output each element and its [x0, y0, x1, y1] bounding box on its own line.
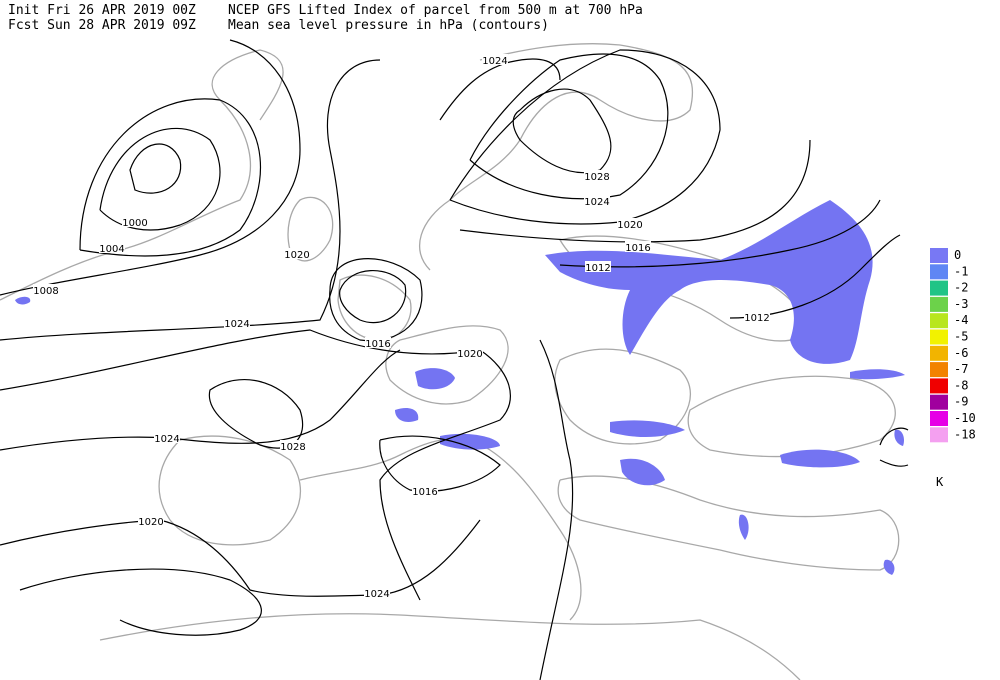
- legend-swatch: [930, 378, 948, 394]
- contour-label-bg: [33, 284, 59, 295]
- legend-label: -9: [954, 395, 968, 409]
- legend-swatch: [930, 394, 948, 410]
- contour-label: 1020: [457, 349, 482, 360]
- legend-swatch: [930, 362, 948, 378]
- contour-label-bg: [744, 311, 770, 322]
- contour-label-bg: [412, 485, 438, 496]
- legend-swatch: [930, 296, 948, 312]
- legend-label: -8: [954, 378, 968, 392]
- contour-label-bg: [585, 261, 611, 272]
- contour-label: 1016: [365, 339, 390, 350]
- contour-label: 1012: [585, 263, 610, 274]
- legend-swatch: [930, 345, 948, 361]
- legend-swatch: [930, 329, 948, 345]
- contour-label-bg: [138, 515, 164, 526]
- contour-label-bg: [224, 317, 250, 328]
- contour-label-bg: [122, 216, 148, 227]
- legend-label: -6: [954, 346, 968, 360]
- legend-swatch: [930, 411, 948, 426]
- coastlines: [0, 43, 900, 680]
- pressure-contours: 1024 1028 1024 1020 1016 1012 1012 1000 1004 1008…: [0, 39, 909, 680]
- lifted-index-areas: [15, 200, 905, 575]
- legend-label: -4: [954, 313, 968, 327]
- legend-label: -2: [954, 281, 968, 295]
- contour-label-bg: [482, 54, 508, 65]
- contour-label-bg: [625, 241, 651, 252]
- contour-label-bg: [365, 337, 391, 348]
- init-time: Init Fri 26 APR 2019 00Z: [8, 3, 196, 18]
- contour-label-bg: [617, 218, 643, 229]
- legend-label: -1: [954, 264, 968, 278]
- contour-label: 1024: [364, 589, 389, 600]
- contour-label-bg: [457, 347, 483, 358]
- legend-label: -3: [954, 297, 968, 311]
- contour-label: 1024: [482, 56, 507, 67]
- legend-label: -7: [954, 362, 968, 376]
- legend-swatch: [930, 264, 948, 280]
- map-title: NCEP GFS Lifted Index of parcel from 500…: [228, 3, 643, 18]
- legend-swatch: [930, 280, 948, 296]
- contour-label: 1020: [617, 220, 642, 231]
- contour-label: 1024: [224, 319, 249, 330]
- contour-label: 1028: [280, 442, 305, 453]
- legend-label: -5: [954, 330, 968, 344]
- contour-label-bg: [154, 432, 180, 443]
- contour-label: 1020: [284, 250, 309, 261]
- contour-label: 1000: [122, 218, 147, 229]
- legend-label: -10: [954, 411, 976, 425]
- legend-swatch: [930, 248, 948, 263]
- legend-swatch: [930, 427, 948, 443]
- contour-label: 1016: [412, 487, 437, 498]
- legend-label: -18: [954, 427, 976, 441]
- contour-label: 1012: [744, 313, 769, 324]
- contour-label-bg: [280, 440, 306, 451]
- contour-label: 1024: [154, 434, 179, 445]
- legend-unit: K: [936, 475, 944, 489]
- legend: 0 -1 -2 -3 -4 -5 -6 -7 -8 -9 -10 -18 K: [930, 248, 976, 489]
- contour-label-bg: [99, 242, 125, 253]
- legend-label: 0: [954, 248, 961, 262]
- contour-label: 1016: [625, 243, 650, 254]
- forecast-time: Fcst Sun 28 APR 2019 09Z: [8, 18, 196, 33]
- contour-label: 1004: [99, 244, 124, 255]
- legend-swatch: [930, 313, 948, 329]
- contour-label-bg: [364, 587, 390, 598]
- contour-label: 1028: [584, 172, 609, 183]
- map-subtitle: Mean sea level pressure in hPa (contours…: [228, 18, 549, 33]
- contour-label: 1020: [138, 517, 163, 528]
- contour-label-bg: [584, 195, 610, 206]
- contour-label-bg: [284, 248, 310, 259]
- contour-label: 1024: [584, 197, 609, 208]
- contour-label-bg: [584, 170, 610, 181]
- contour-label: 1008: [33, 286, 58, 297]
